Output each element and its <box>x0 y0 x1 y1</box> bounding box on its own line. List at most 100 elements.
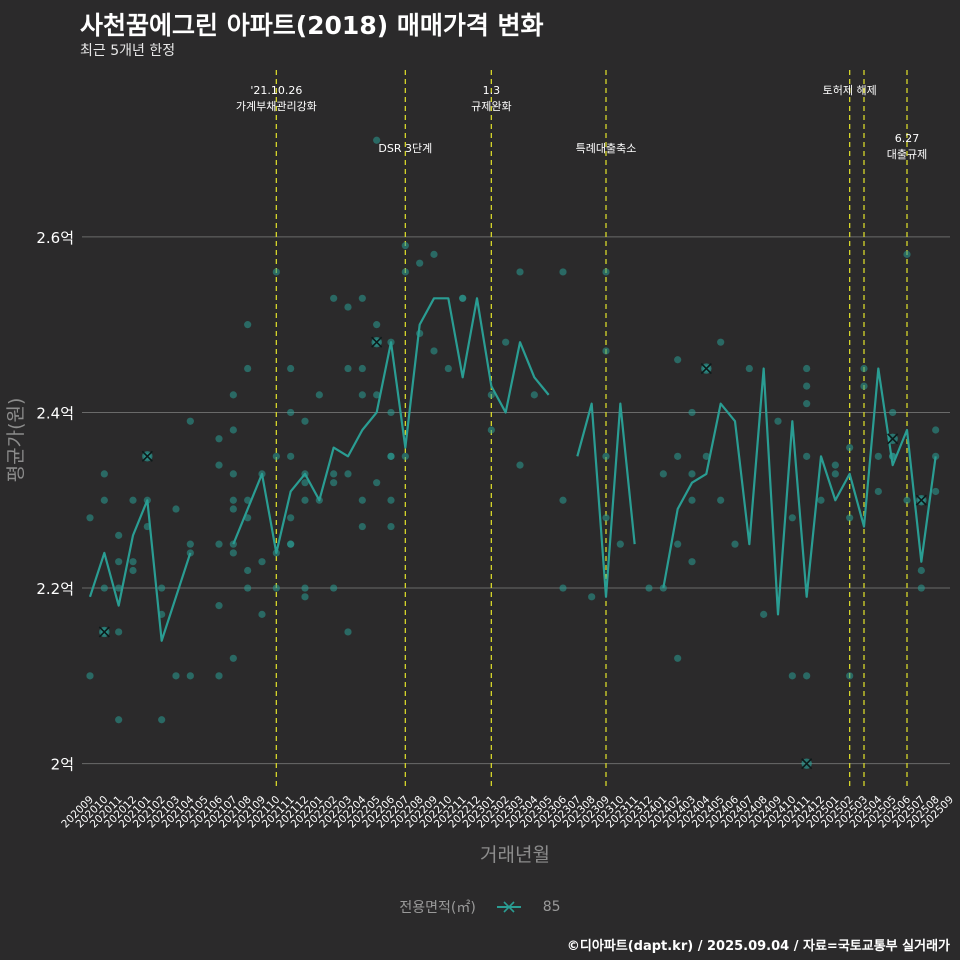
scatter-point <box>272 584 280 592</box>
scatter-point <box>301 593 309 601</box>
scatter-point <box>788 514 796 522</box>
scatter-point <box>487 426 495 434</box>
scatter-point <box>330 470 338 478</box>
scatter-point <box>100 496 108 504</box>
scatter-point <box>215 540 223 548</box>
series-line-segment <box>576 402 636 598</box>
scatter-point <box>616 540 624 548</box>
highlight-x-icon <box>141 450 153 462</box>
scatter-point <box>244 364 252 373</box>
y-tick-label: 2.6억 <box>36 229 74 247</box>
scatter-point <box>315 391 323 399</box>
scatter-point <box>602 268 610 276</box>
scatter-point <box>244 566 252 575</box>
scatter-point <box>831 461 839 469</box>
highlight-x-icon <box>887 433 899 445</box>
scatter-point <box>674 540 682 548</box>
scatter-point <box>86 514 94 522</box>
scatter-point <box>602 514 610 522</box>
scatter-point <box>258 610 266 618</box>
scatter-point <box>287 540 295 548</box>
scatter-point <box>358 391 366 399</box>
scatter-point <box>530 391 538 399</box>
scatter-point <box>387 522 395 531</box>
y-tick-labels: 2억 2.2억 2.4억 2.6억 <box>36 229 74 774</box>
scatter-point <box>516 461 524 469</box>
scatter-point <box>115 558 123 566</box>
scatter-point <box>745 364 753 373</box>
scatter-point <box>158 584 166 592</box>
scatter-point <box>803 400 811 408</box>
scatter-point <box>430 347 438 355</box>
scatter-point <box>186 417 194 425</box>
scatter-point <box>688 408 696 417</box>
scatter-point <box>129 496 137 504</box>
legend: 전용면적(㎡) 85 <box>0 897 960 917</box>
scatter-point <box>244 584 252 592</box>
scatter-point <box>258 558 266 566</box>
scatter-point <box>932 487 940 496</box>
scatter-point <box>717 496 725 504</box>
scatter-point <box>602 347 610 355</box>
scatter-point <box>172 505 180 513</box>
scatter-point <box>717 338 725 346</box>
event-label: 규제완화 <box>471 100 511 113</box>
scatter-point <box>229 426 237 434</box>
scatter-point <box>760 610 768 618</box>
scatter-point <box>100 584 108 592</box>
scatter-point <box>287 408 295 417</box>
scatter-point <box>416 259 424 267</box>
event-label: 특례대출축소 <box>576 142 637 155</box>
scatter-point <box>788 672 796 680</box>
event-label: 6.27 <box>895 132 920 145</box>
event-label: 토허제 해제 <box>823 83 877 97</box>
scatter-point <box>774 417 782 425</box>
legend-swatch-icon <box>497 901 522 913</box>
scatter-point <box>831 470 839 478</box>
scatter-point <box>215 461 223 469</box>
scatter-point <box>215 435 223 443</box>
scatter-point <box>358 496 366 504</box>
legend-title: 전용면적(㎡) <box>399 900 476 916</box>
x-axis-label: 거래년월 <box>480 844 550 866</box>
scatter-point <box>430 250 438 258</box>
scatter-point <box>344 364 352 373</box>
scatter-point <box>115 531 123 539</box>
scatter-point <box>731 540 739 548</box>
scatter-point <box>674 356 682 364</box>
scatter-point <box>588 593 596 601</box>
scatter-point <box>932 452 940 460</box>
scatter-point <box>229 549 237 557</box>
scatter-point <box>186 540 194 548</box>
scatter-point <box>516 268 524 276</box>
legend-series-label: 85 <box>542 899 561 915</box>
scatter-point <box>502 338 510 346</box>
scatter-point <box>215 602 223 610</box>
scatter-point <box>344 303 352 311</box>
scatter-point <box>803 452 811 460</box>
series-line <box>88 297 937 642</box>
scatter-point <box>244 321 252 329</box>
credit-text: ©디아파트(dapt.kr) / 2025.09.04 / 자료=국토교통부 실… <box>566 939 950 954</box>
scatter-point <box>803 382 811 390</box>
scatter-point <box>373 479 381 487</box>
scatter-point <box>287 514 295 522</box>
scatter-point <box>444 364 452 373</box>
scatter-point <box>559 496 567 504</box>
event-label: 대출규제 <box>887 148 927 161</box>
highlight-x-icon <box>371 336 383 348</box>
scatter-point <box>100 470 108 478</box>
highlight-x-icon <box>801 758 813 770</box>
chart-subtitle: 최근 5개년 한정 <box>80 43 176 59</box>
scatter-point <box>659 584 667 592</box>
scatter-point <box>846 672 854 680</box>
scatter-point <box>272 452 280 460</box>
scatter-point <box>358 522 366 531</box>
scatter-point <box>401 268 409 276</box>
series-line-segment <box>88 499 192 642</box>
scatter-point <box>301 417 309 425</box>
scatter-point <box>115 628 123 636</box>
event-label: '21.10.26 <box>250 84 302 97</box>
scatter-point <box>874 487 882 496</box>
